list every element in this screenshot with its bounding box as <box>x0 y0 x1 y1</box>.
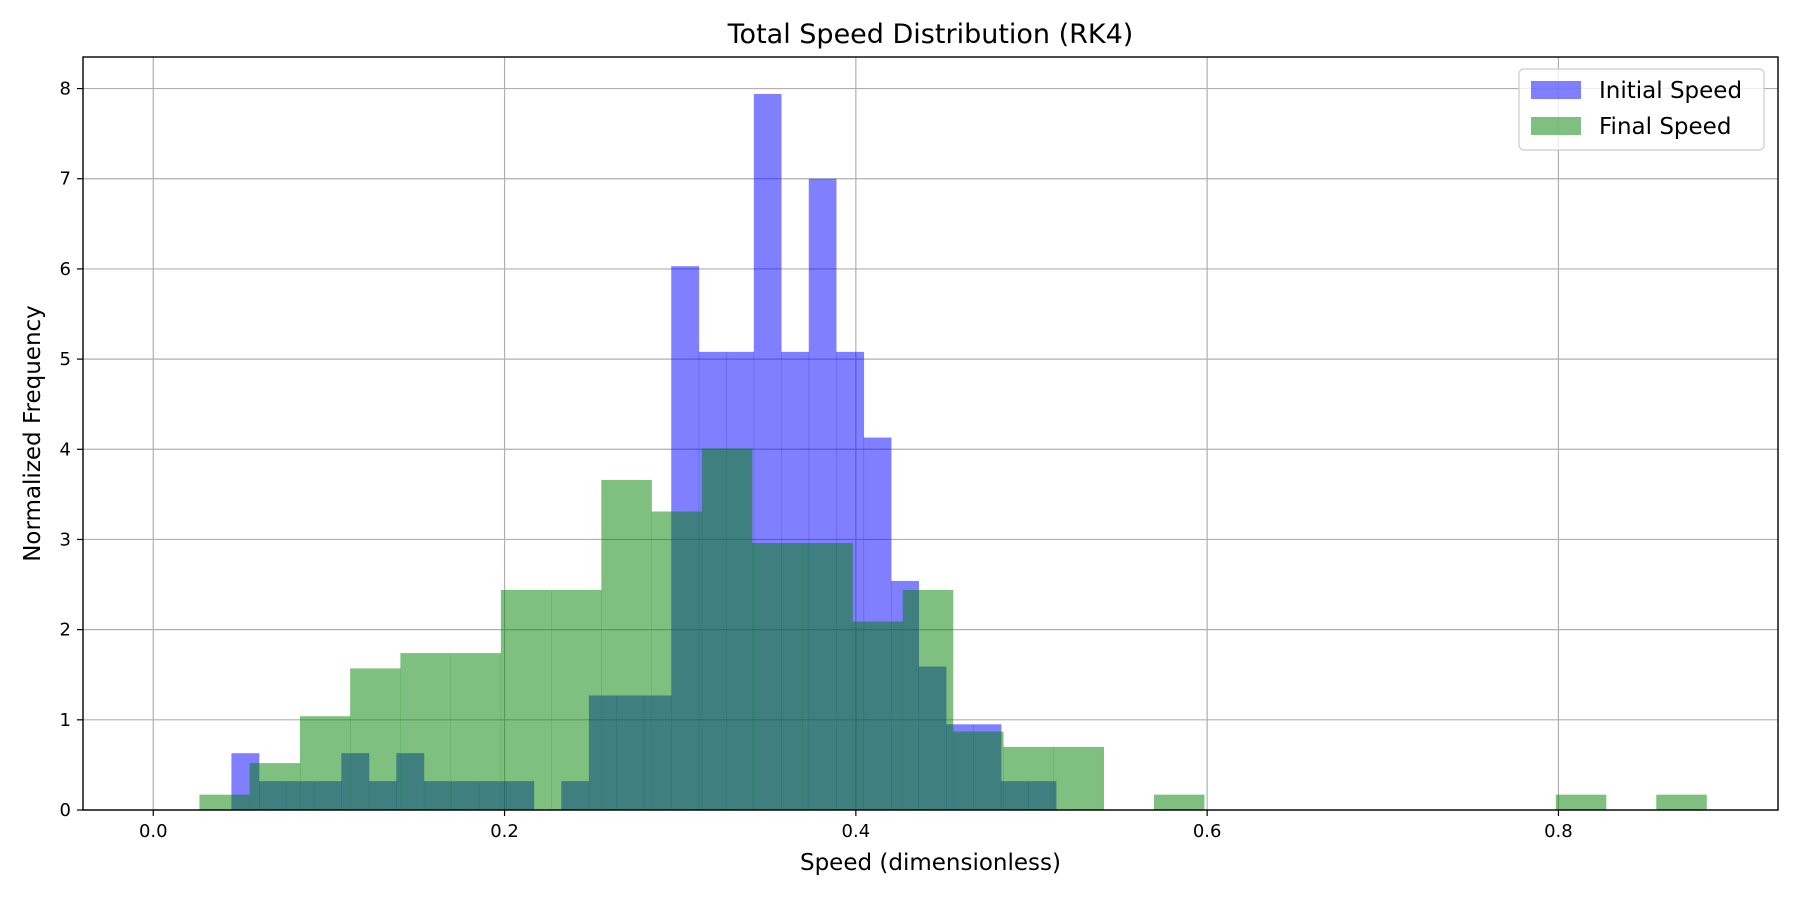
histogram-bar <box>249 763 301 810</box>
y-tick-label: 6 <box>60 259 71 280</box>
histogram-bar <box>551 589 602 810</box>
legend-swatch <box>1531 117 1581 135</box>
legend-label: Initial Speed <box>1599 78 1742 104</box>
y-tick-label: 5 <box>60 349 71 370</box>
histogram-bar <box>1555 794 1607 810</box>
y-tick-label: 7 <box>60 169 71 190</box>
plot-frame <box>82 56 1779 811</box>
histogram-bar <box>1053 746 1104 810</box>
histogram-bar <box>350 668 401 810</box>
x-tick-label: 0.4 <box>842 821 871 842</box>
histogram-bar <box>651 511 703 810</box>
histogram-bar <box>299 716 351 810</box>
x-tick-label: 0.0 <box>139 821 168 842</box>
histogram-bar <box>400 653 451 810</box>
histogram-bar <box>1003 746 1054 810</box>
histogram-bar <box>601 479 652 810</box>
x-axis-label: Speed (dimensionless) <box>800 850 1061 876</box>
y-tick-label: 1 <box>60 710 71 731</box>
grid-lines <box>83 57 1778 811</box>
legend-swatch <box>1531 81 1581 99</box>
histogram-bar <box>1656 794 1707 810</box>
axis-ticks: 0.0 0.2 0.4 0.6 0.8 0 1 2 3 4 5 6 7 8 <box>60 79 1573 842</box>
x-tick-label: 0.6 <box>1193 821 1222 842</box>
histogram-bar <box>852 621 904 810</box>
chart-title: Total Speed Distribution (RK4) <box>727 19 1134 50</box>
y-tick-label: 8 <box>60 79 71 100</box>
series-final-speed <box>199 448 1707 810</box>
histogram-bars <box>199 93 1707 811</box>
histogram-bar <box>952 731 1004 810</box>
histogram-bar <box>199 794 250 810</box>
histogram-bar <box>450 653 502 810</box>
histogram-bar <box>1153 794 1205 810</box>
y-tick-label: 0 <box>60 800 71 821</box>
histogram-bar <box>500 589 552 810</box>
histogram-bar <box>752 543 803 810</box>
y-axis-label: Normalized Frequency <box>20 305 46 562</box>
histogram-bar <box>902 589 954 810</box>
x-tick-label: 0.2 <box>490 821 519 842</box>
histogram-bar <box>701 448 753 810</box>
legend: Initial Speed Final Speed <box>1518 68 1765 151</box>
y-tick-label: 2 <box>60 620 71 641</box>
histogram-bar <box>802 543 853 810</box>
y-tick-label: 4 <box>60 439 71 460</box>
y-tick-label: 3 <box>60 529 71 550</box>
x-tick-label: 0.8 <box>1544 821 1573 842</box>
legend-label: Final Speed <box>1599 114 1731 140</box>
